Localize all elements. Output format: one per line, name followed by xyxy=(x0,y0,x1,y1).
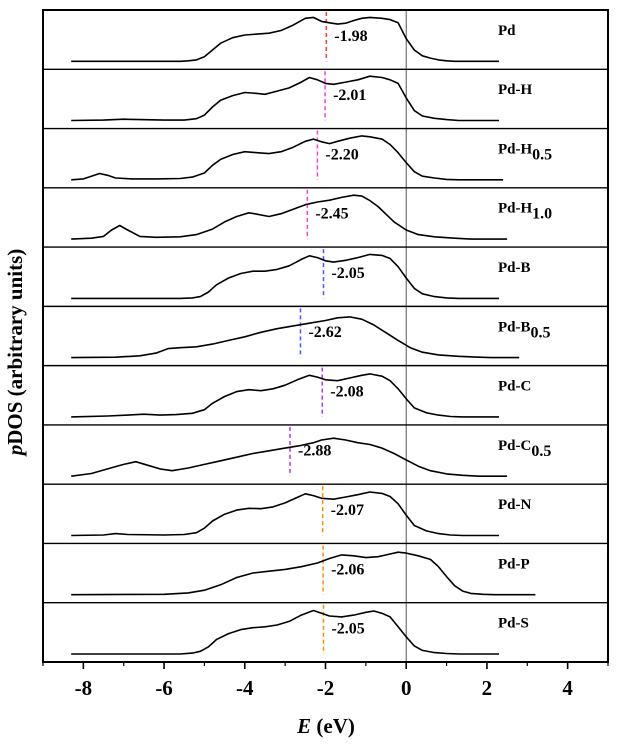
d-band-center-label: -2.62 xyxy=(308,324,341,341)
panel-0: -1.98 Pd xyxy=(71,10,516,70)
d-band-center-label: -2.05 xyxy=(331,265,364,282)
x-axis-label-var: E xyxy=(296,714,311,738)
panels-layer: -1.98 Pd -2.01 Pd-H -2.20 Pd-H0.5 -2.45 Pd-H1.0… xyxy=(43,10,608,662)
panel-label: Pd-C0.5 xyxy=(498,438,551,460)
panel-3: -2.45 Pd-H1.0 xyxy=(43,187,608,248)
panel-6: -2.08 Pd-C xyxy=(43,364,608,425)
x-axis-label-unit: (eV) xyxy=(311,714,355,738)
panel-label: Pd-H1.0 xyxy=(498,201,552,223)
axes-layer: -8 -6 -4 -2 0 2 4 xyxy=(42,9,609,700)
x-tick-label: 4 xyxy=(562,676,573,700)
x-tick-label: -8 xyxy=(75,676,93,700)
panel-label: Pd-B0.5 xyxy=(498,319,551,341)
panel-label: Pd-S xyxy=(498,616,529,632)
panel-label: Pd xyxy=(498,23,516,39)
panel-7: -2.88 Pd-C0.5 xyxy=(43,424,608,485)
x-tick-label: -6 xyxy=(155,676,173,700)
panel-8: -2.07 Pd-N xyxy=(43,483,608,544)
pdos-curve xyxy=(71,551,536,596)
d-band-center-label: -2.01 xyxy=(333,87,366,104)
d-band-center-label: -2.08 xyxy=(330,383,363,400)
panel-label: Pd-H0.5 xyxy=(498,141,552,163)
y-axis-label-rest: DOS (arbitrary units) xyxy=(3,249,27,445)
panel-9: -2.06 Pd-P xyxy=(43,542,608,603)
pdos-curve xyxy=(71,16,499,63)
panel-1: -2.01 Pd-H xyxy=(43,68,608,129)
panel-label: Pd-C xyxy=(498,379,531,395)
panel-label: Pd-N xyxy=(498,497,532,513)
panel-5: -2.62 Pd-B0.5 xyxy=(43,305,608,366)
d-band-center-label: -2.45 xyxy=(315,206,348,223)
panel-label: Pd-P xyxy=(498,556,530,572)
y-axis-label-prefix: p xyxy=(3,445,27,458)
x-tick-label: -2 xyxy=(317,676,335,700)
panel-label: Pd-H xyxy=(498,82,533,98)
x-tick-label: 2 xyxy=(482,676,493,700)
panel-10: -2.05 Pd-S xyxy=(43,602,608,662)
d-band-center-label: -2.07 xyxy=(331,502,364,519)
pdos-curve xyxy=(71,437,508,477)
pdos-curve xyxy=(71,316,520,359)
pdos-curve xyxy=(71,135,504,181)
pdos-curve xyxy=(71,609,499,655)
pdos-curve xyxy=(71,373,499,418)
pdos-curve xyxy=(71,253,499,300)
d-band-center-label: -2.20 xyxy=(325,146,358,163)
pdos-curve xyxy=(71,75,499,122)
d-band-center-label: -2.05 xyxy=(331,621,364,638)
y-axis-label: pDOS (arbitrary units) xyxy=(3,249,27,458)
panel-2: -2.20 Pd-H0.5 xyxy=(43,127,608,188)
panel-4: -2.05 Pd-B xyxy=(43,246,608,307)
d-band-center-label: -1.98 xyxy=(334,28,367,45)
x-tick-label: 0 xyxy=(401,676,412,700)
d-band-center-label: -2.88 xyxy=(298,443,331,460)
pdos-curve xyxy=(71,194,508,240)
panel-label: Pd-B xyxy=(498,260,531,276)
x-tick-label: -4 xyxy=(236,676,254,700)
x-axis-label: E (eV) xyxy=(296,714,355,738)
d-band-center-label: -2.06 xyxy=(331,561,364,578)
pdos-curve xyxy=(71,491,499,537)
